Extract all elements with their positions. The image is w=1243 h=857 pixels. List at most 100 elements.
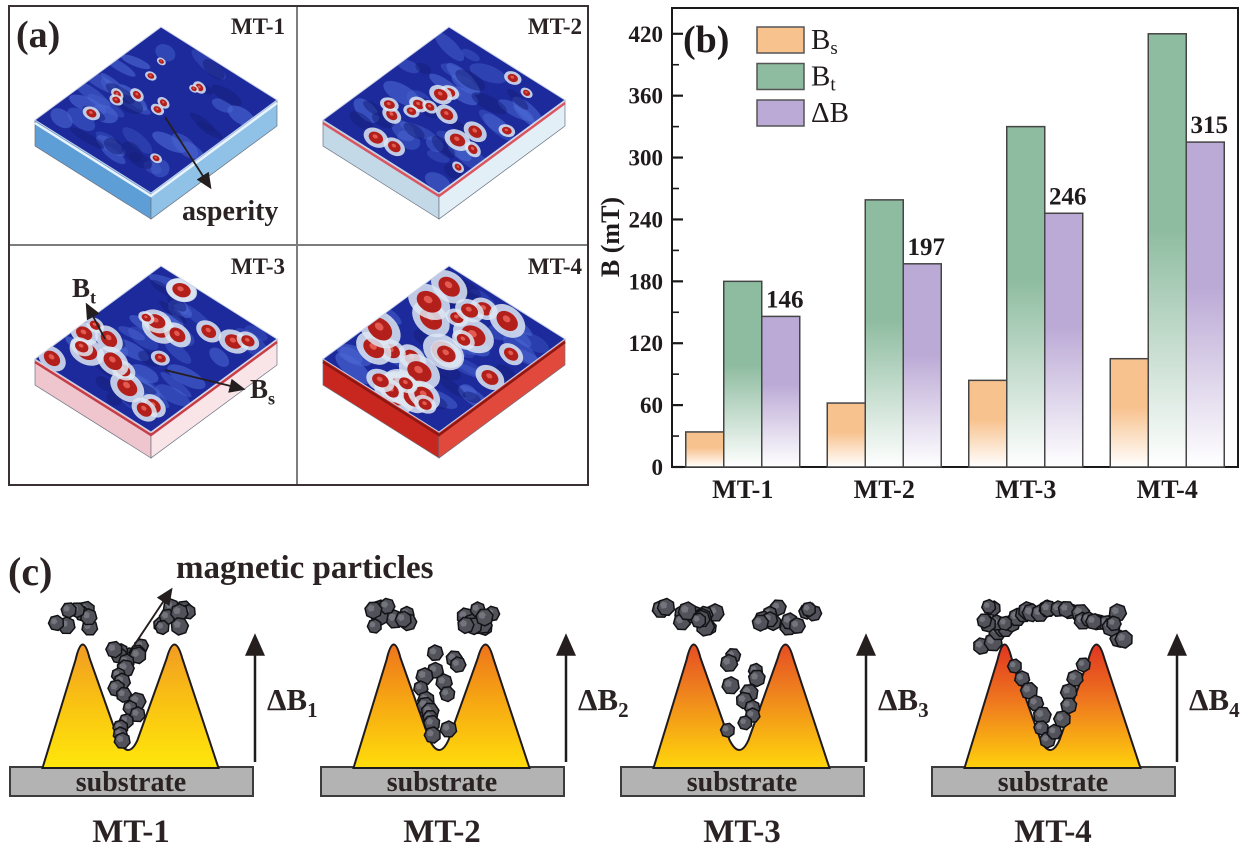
y-tick-label: 60 [640,393,663,418]
bar-mt-3-bt [1006,125,1046,468]
x-category-label: MT-3 [995,475,1056,504]
panel-a-label: (a) [16,14,61,56]
bs-main: B [250,374,269,404]
legend-swatch-bt [756,62,805,91]
schematic-name-mt2: MT-2 [403,814,481,850]
asperity-profile-mt-4 [963,643,1142,769]
schematic-name-mt1: MT-1 [92,814,170,850]
y-tick-label: 240 [629,207,664,232]
bt-arrow [85,302,106,340]
surface-mt-3 [34,265,278,459]
bar-mt-2-bs [826,402,866,468]
topography-canvas [34,26,566,459]
delta-b2-sub: 2 [618,698,629,723]
schematic-canvas [9,587,1187,797]
bar-mt-1-deltab [761,315,801,468]
panel-b-label: (b) [683,19,729,61]
bs-annotation: Bs [250,374,276,409]
x-category-label: MT-1 [712,475,773,504]
panel-b-bar-chart: 0 60 120 180 240 300 360 420 B (mT) (b) 146 MT-1 197… [596,0,1243,515]
sample-label-mt2: MT-2 [527,14,582,39]
asperity-profile-mt-3 [652,643,831,769]
plot-frame [671,7,1239,468]
bt-main: B [72,273,91,303]
y-tick-label: 120 [629,331,664,356]
surface-mt-2 [322,26,566,220]
panel-a-horizontal-divider [10,244,587,246]
bs-arrow [164,369,246,393]
magnetic-particles-mt-1 [47,598,196,749]
x-category-label: MT-4 [1137,475,1198,504]
delta-b3-sub: 3 [918,698,929,723]
substrate-label-mt3: substrate [686,767,798,798]
schematic-mt-4 [931,598,1187,797]
bar-mt-3-bs [968,379,1008,468]
delta-b4-label: ΔB4 [1189,684,1240,721]
schematic-name-mt3: MT-3 [703,814,781,850]
bt-sub: t [90,287,97,308]
panel-c-label: (c) [8,549,53,594]
substrate-label-mt2: substrate [386,767,498,798]
schematic-mt-3 [620,597,876,797]
asperity-arrow [164,116,212,190]
bar-mt-2-deltab [902,263,942,468]
bar-mt-1-bs [685,431,725,468]
y-tick-label: 420 [629,22,664,47]
delta-b1-sub: 1 [307,698,318,723]
legend-label-bs: Bs [811,24,838,59]
y-tick-label: 180 [629,269,664,294]
bar-mt-3-deltab [1044,212,1084,468]
delta-b4-sub: 4 [1229,698,1240,723]
legend-label-deltab: ΔB [811,97,849,129]
substrate-label-mt4: substrate [997,767,1109,798]
bar-mt-2-bt [864,199,904,468]
legend-swatch-bs [756,26,805,54]
delta-b1-label: ΔB1 [267,684,318,721]
bar-value-label: 315 [1191,112,1229,139]
panel-a-topography: (a) MT-1 MT-2 MT-3 MT-4 asperity Bt Bs [8,5,589,486]
bar-value-label: 146 [766,286,804,313]
bar-mt-4-bt [1147,33,1187,468]
magnetic-particles-mt-3 [651,597,823,739]
substrate-mt-2 [320,766,565,797]
delta-b3-main: ΔB [878,682,919,717]
sample-label-mt1: MT-1 [230,14,285,39]
substrate-label-mt1: substrate [75,767,187,798]
delta-b3-label: ΔB3 [878,684,929,721]
panel-a-annotation-arrows [85,116,246,393]
asperity-profile-mt-2 [352,643,531,769]
legend-label-bt: Bt [811,61,836,96]
bs-sub: s [268,388,276,409]
magnetic-particles-mt-4 [973,598,1133,749]
bar-value-label: 197 [908,234,946,261]
x-category-label: MT-2 [854,475,915,504]
asperity-profile-mt-1 [41,643,220,769]
bar-mt-1-bt [723,280,763,468]
bt-annotation: Bt [72,273,97,308]
delta-b1-main: ΔB [267,682,308,717]
surface-mt-4 [322,265,566,459]
y-tick-label: 300 [629,146,664,171]
y-axis-ticks [672,32,683,469]
schematic-mt-2 [320,597,576,797]
magnetic-particles-mt-2 [364,597,501,744]
delta-b4-main: ΔB [1189,682,1230,717]
delta-b2-main: ΔB [578,682,619,717]
legend-swatch-deltab [756,99,805,127]
bar-mt-4-bs [1109,357,1149,468]
delta-b2-label: ΔB2 [578,684,629,721]
panel-c-schematics: (c) magnetic particles substrate substra… [0,540,1243,857]
y-tick-label: 360 [629,84,664,109]
panel-a-vertical-divider [296,7,298,484]
bar-chart-canvas: 0 60 120 180 240 300 360 420 B (mT) (b) 146 MT-1 197… [596,7,1239,504]
schematic-name-mt4: MT-4 [1014,814,1092,850]
y-tick-label: 0 [652,455,664,480]
schematic-mt-1 [9,598,265,797]
sample-label-mt3: MT-3 [230,254,285,279]
y-axis-label: B (mT) [597,197,625,277]
surface-mt-1 [34,26,278,220]
magnetic-particles-arrow [132,587,173,648]
bar-mt-4-deltab [1185,141,1225,468]
magnetic-particles-annotation: magnetic particles [176,550,434,586]
